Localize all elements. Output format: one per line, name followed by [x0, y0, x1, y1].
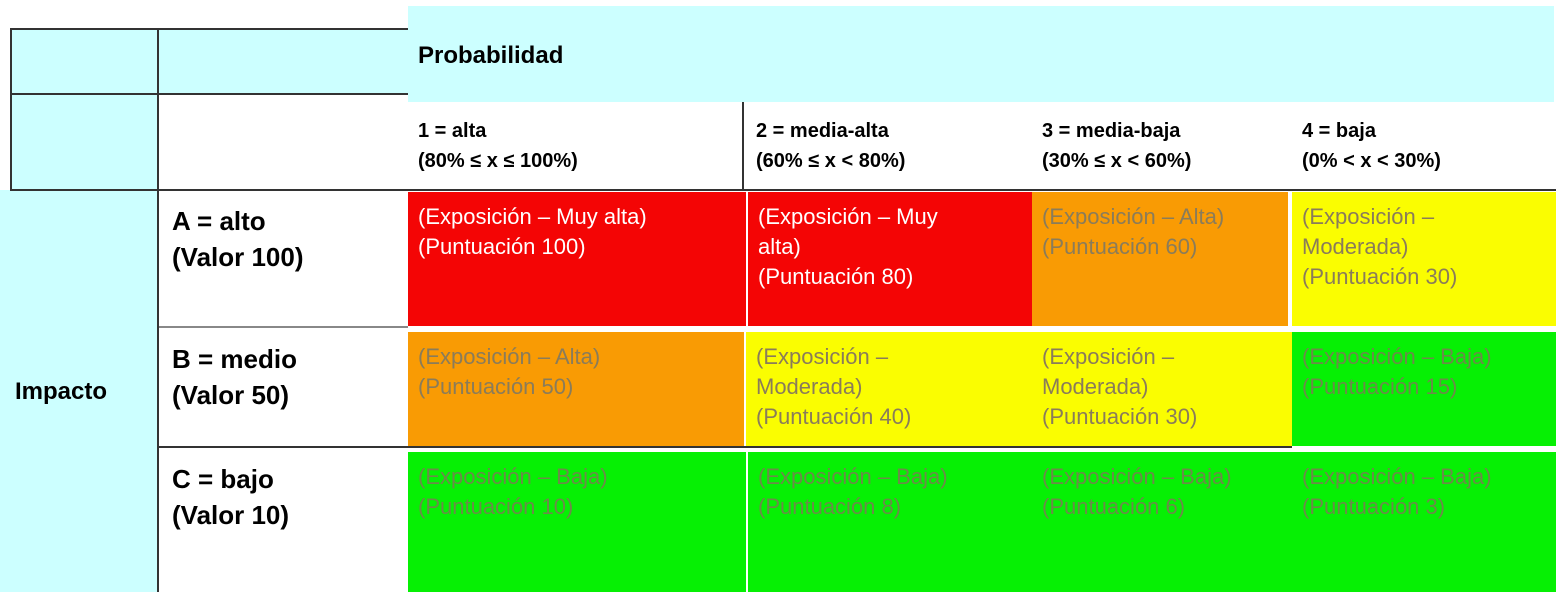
- grid-line-row-a: [158, 326, 408, 328]
- grid-line-left: [10, 28, 12, 190]
- cell-text-line: (Exposición – Baja): [1042, 464, 1232, 489]
- probabilidad-label: Probabilidad: [418, 42, 564, 69]
- corner-cell-top-middle: [158, 28, 408, 94]
- cell-c2: (Exposición – Baja) (Puntuación 8): [748, 452, 1032, 592]
- cell-c3: (Exposición – Baja) (Puntuación 6): [1032, 452, 1292, 592]
- cell-a4: (Exposición – Moderada) (Puntuación 30): [1292, 192, 1556, 326]
- grid-line-col0: [157, 28, 159, 592]
- cell-text-line: alta): [758, 234, 801, 259]
- cell-b2: (Exposición – Moderada) (Puntuación 40): [746, 332, 1032, 448]
- column-header-3-line2: (30% ≤ x < 60%): [1042, 150, 1192, 172]
- cell-b4: (Exposición – Baja) (Puntuación 15): [1292, 332, 1556, 446]
- cell-a3: (Exposición – Alta) (Puntuación 60): [1032, 192, 1288, 326]
- column-header-4-line2: (0% < x < 30%): [1302, 150, 1441, 172]
- cell-c4: (Exposición – Baja) (Puntuación 3): [1292, 452, 1556, 592]
- cell-text-line: (Exposición – Alta): [418, 344, 601, 369]
- row-header-a-line2: (Valor 100): [172, 242, 304, 272]
- cell-text-line: (Puntuación 6): [1042, 494, 1186, 519]
- cell-text-line: (Exposición –: [1042, 344, 1175, 369]
- cell-text-line: Moderada): [1042, 374, 1149, 399]
- cell-text-line: (Puntuación 80): [758, 264, 914, 289]
- row-header-a-line1: A = alto: [172, 206, 266, 236]
- column-header-2-line2: (60% ≤ x < 80%): [756, 150, 906, 172]
- column-header-3-line1: 3 = media-baja: [1042, 120, 1181, 142]
- cell-text-line: (Puntuación 30): [1302, 264, 1458, 289]
- grid-line-top: [10, 28, 408, 30]
- cell-text-line: (Exposición – Muy alta): [418, 204, 647, 229]
- cell-text-line: (Puntuación 50): [418, 374, 574, 399]
- cell-text-line: (Exposición – Baja): [1302, 464, 1492, 489]
- cell-text-line: (Exposición –: [1302, 204, 1435, 229]
- column-header-1-line2: (80% ≤ x ≤ 100%): [418, 150, 578, 172]
- cell-a2: (Exposición – Muy alta) (Puntuación 80): [748, 192, 1032, 326]
- grid-line-col1: [742, 102, 744, 190]
- cell-b1: (Exposición – Alta) (Puntuación 50): [408, 332, 744, 448]
- corner-cell-second-left: [10, 94, 158, 190]
- cell-text-line: (Exposición – Baja): [758, 464, 948, 489]
- cell-text-line: (Puntuación 8): [758, 494, 902, 519]
- cell-a1: (Exposición – Muy alta) (Puntuación 100): [408, 192, 746, 326]
- row-header-b-line1: B = medio: [172, 344, 297, 374]
- cell-c1: (Exposición – Baja) (Puntuación 10): [408, 452, 746, 592]
- row-header-c-line1: C = bajo: [172, 464, 274, 494]
- cell-text-line: (Exposición – Baja): [1302, 344, 1492, 369]
- cell-text-line: Moderada): [756, 374, 863, 399]
- row-header-b-line2: (Valor 50): [172, 380, 290, 410]
- cell-text-line: Moderada): [1302, 234, 1409, 259]
- grid-line-row-b: [158, 446, 1292, 448]
- row-header-c: C = bajo (Valor 10): [158, 448, 408, 592]
- cell-text-line: (Exposición – Muy: [758, 204, 938, 229]
- cell-text-line: (Puntuación 60): [1042, 234, 1198, 259]
- row-header-b: B = medio (Valor 50): [158, 328, 408, 446]
- column-header-4: 4 = baja (0% < x < 30%): [1292, 102, 1554, 190]
- corner-cell-top-left: [10, 28, 158, 94]
- column-header-1: 1 = alta (80% ≤ x ≤ 100%): [408, 102, 744, 190]
- row-header-a: A = alto (Valor 100): [158, 190, 408, 326]
- column-header-2-line1: 2 = media-alta: [756, 120, 889, 142]
- column-header-3: 3 = media-baja (30% ≤ x < 60%): [1032, 102, 1292, 190]
- grid-line-header-bottom: [10, 189, 1556, 191]
- cell-b3: (Exposición – Moderada) (Puntuación 30): [1032, 332, 1292, 448]
- cell-text-line: (Puntuación 15): [1302, 374, 1458, 399]
- grid-line-header-mid: [10, 93, 408, 95]
- column-header-4-line1: 4 = baja: [1302, 120, 1376, 142]
- cell-text-line: (Puntuación 30): [1042, 404, 1198, 429]
- impacto-label: Impacto: [15, 378, 108, 405]
- cell-text-line: (Puntuación 100): [418, 234, 586, 259]
- column-header-2: 2 = media-alta (60% ≤ x < 80%): [746, 102, 1032, 190]
- probabilidad-header: Probabilidad: [408, 6, 1554, 102]
- cell-text-line: (Puntuación 3): [1302, 494, 1446, 519]
- impacto-header: Impacto: [0, 190, 158, 592]
- cell-text-line: (Exposición – Baja): [418, 464, 608, 489]
- cell-text-line: (Exposición – Alta): [1042, 204, 1225, 229]
- row-header-c-line2: (Valor 10): [172, 500, 290, 530]
- cell-text-line: (Exposición –: [756, 344, 889, 369]
- cell-text-line: (Puntuación 40): [756, 404, 912, 429]
- column-header-1-line1: 1 = alta: [418, 120, 487, 142]
- cell-text-line: (Puntuación 10): [418, 494, 574, 519]
